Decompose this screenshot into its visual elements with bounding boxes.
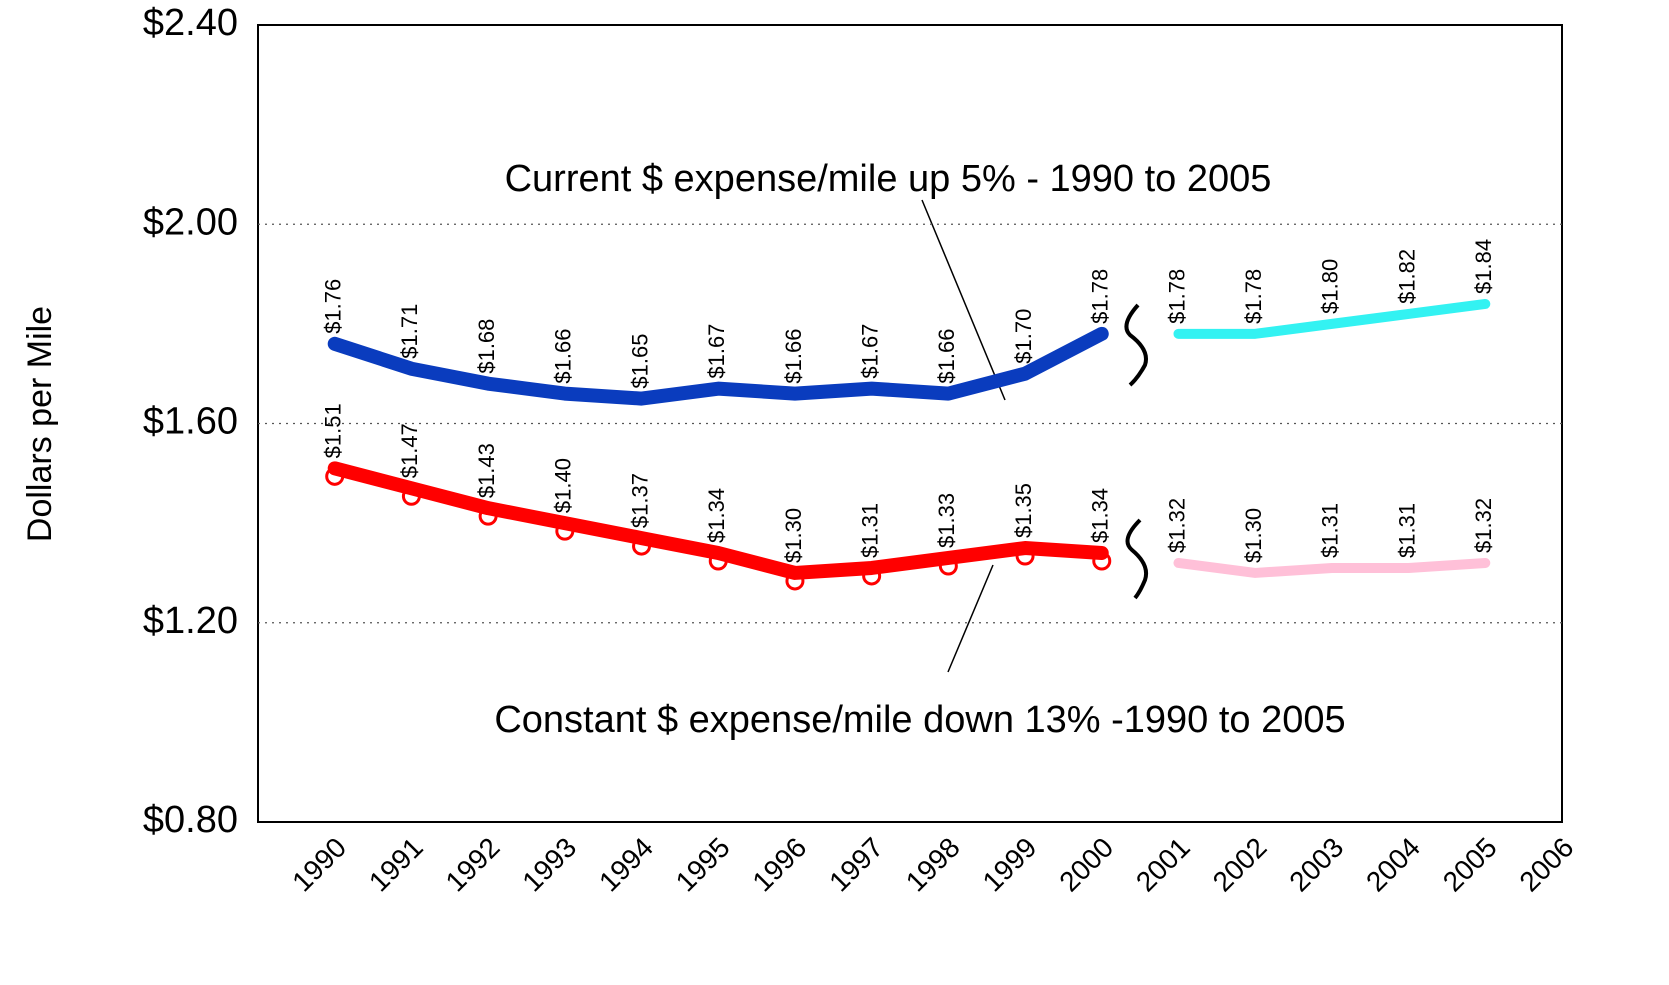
- data-label: $1.65: [627, 334, 652, 389]
- y-tick-label: $2.40: [143, 2, 238, 44]
- y-tick-label: $0.80: [143, 799, 238, 841]
- data-label: $1.67: [857, 324, 882, 379]
- x-tick-label: 2005: [1437, 832, 1503, 898]
- annotation: Current $ expense/mile up 5% - 1990 to 2…: [505, 158, 1272, 200]
- y-tick-label: $1.20: [143, 600, 238, 642]
- data-label: $1.34: [704, 488, 729, 543]
- x-tick-label: 2004: [1360, 832, 1426, 898]
- data-label: $1.32: [1471, 498, 1496, 553]
- x-tick-label: 2000: [1053, 832, 1119, 898]
- x-tick-label: 2002: [1207, 832, 1273, 898]
- data-label: $1.51: [321, 403, 346, 458]
- data-label: $1.67: [704, 324, 729, 379]
- x-tick-label: 2006: [1513, 832, 1579, 898]
- point-marker: [938, 556, 958, 576]
- data-label: $1.40: [551, 458, 576, 513]
- data-label: $1.34: [1088, 488, 1113, 543]
- series-line: [1173, 557, 1491, 578]
- point-marker: [555, 521, 575, 541]
- data-label: $1.47: [397, 423, 422, 478]
- x-tick-label: 2003: [1283, 832, 1349, 898]
- y-tick-label: $1.60: [143, 401, 238, 443]
- data-label: $1.76: [321, 279, 346, 334]
- data-label: $1.32: [1164, 498, 1189, 553]
- annotation-leader: [947, 564, 994, 673]
- data-label: $1.37: [627, 473, 652, 528]
- data-label: $1.43: [474, 443, 499, 498]
- data-label: $1.33: [934, 493, 959, 548]
- data-label: $1.68: [474, 319, 499, 374]
- data-label: $1.31: [1394, 503, 1419, 558]
- data-label: $1.84: [1471, 239, 1496, 294]
- data-label: $1.66: [781, 329, 806, 384]
- x-tick-label: 1999: [977, 832, 1043, 898]
- point-marker: [401, 486, 421, 506]
- data-label: $1.71: [397, 304, 422, 359]
- annotation-leader: [921, 199, 1006, 401]
- axis-break: [1124, 303, 1148, 387]
- data-label: $1.78: [1164, 269, 1189, 324]
- data-label: $1.31: [1318, 503, 1343, 558]
- x-tick-label: 1998: [900, 832, 966, 898]
- series-line: [1173, 298, 1491, 339]
- point-marker: [785, 571, 805, 591]
- point-marker: [325, 466, 345, 486]
- x-tick-label: 1995: [670, 832, 736, 898]
- data-label: $1.80: [1318, 259, 1343, 314]
- x-tick-label: 1996: [746, 832, 812, 898]
- data-label: $1.78: [1088, 269, 1113, 324]
- point-marker: [862, 566, 882, 586]
- x-tick-label: 1990: [286, 832, 352, 898]
- data-label: $1.35: [1011, 483, 1036, 538]
- data-label: $1.31: [857, 503, 882, 558]
- x-tick-label: 1992: [440, 832, 506, 898]
- annotation: Constant $ expense/mile down 13% -1990 t…: [494, 699, 1345, 741]
- axis-break: [1125, 518, 1149, 600]
- data-label: $1.82: [1394, 249, 1419, 304]
- point-marker: [478, 506, 498, 526]
- x-tick-label: 1997: [823, 832, 889, 898]
- data-label: $1.70: [1011, 309, 1036, 364]
- x-tick-label: 1994: [593, 832, 659, 898]
- point-marker: [632, 536, 652, 556]
- data-label: $1.66: [934, 329, 959, 384]
- data-label: $1.30: [781, 508, 806, 563]
- data-label: $1.30: [1241, 508, 1266, 563]
- point-marker: [708, 551, 728, 571]
- x-tick-label: 2001: [1130, 832, 1196, 898]
- x-tick-label: 1991: [363, 832, 429, 898]
- series-line: [327, 326, 1109, 406]
- y-tick-label: $2.00: [143, 201, 238, 243]
- data-label: $1.66: [551, 329, 576, 384]
- data-label: $1.78: [1241, 269, 1266, 324]
- y-axis-label: Dollars per Mile: [21, 306, 59, 542]
- x-tick-label: 1993: [516, 832, 582, 898]
- point-marker: [1092, 551, 1112, 571]
- point-marker: [1015, 546, 1035, 566]
